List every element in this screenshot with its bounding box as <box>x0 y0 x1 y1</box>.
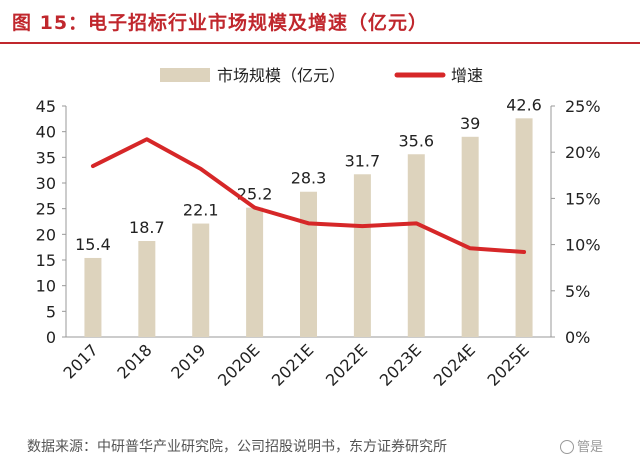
growth-rate-point <box>468 246 472 250</box>
growth-rate-point <box>522 250 526 254</box>
legend-bar-swatch <box>160 68 210 82</box>
data-source-note: 数据来源：中研普华产业研究院，公司招股说明书，东方证券研究所 <box>27 439 447 455</box>
growth-rate-point <box>253 206 257 210</box>
growth-rate-point <box>307 221 310 225</box>
bar-value-label: 18.7 <box>129 218 165 237</box>
y-left-tick-label: 45 <box>36 97 56 116</box>
bar-value-label: 22.1 <box>183 201 219 220</box>
growth-rate-point <box>199 167 203 171</box>
x-tick-label: 2024E <box>430 340 479 389</box>
x-tick-label: 2019 <box>167 340 209 382</box>
bar-value-label: 35.6 <box>398 131 434 150</box>
bar-2022E <box>353 174 371 337</box>
y-right-tick-label: 10% <box>565 236 601 255</box>
growth-rate-point <box>360 224 364 228</box>
y-right-tick-label: 5% <box>565 282 590 301</box>
y-left-tick-label: 30 <box>36 174 56 193</box>
bar-2020E <box>246 207 264 337</box>
watermark: 管是 <box>560 436 603 455</box>
bar-value-label: 15.4 <box>75 235 111 254</box>
x-tick-label: 2020E <box>214 340 263 389</box>
x-tick-label: 2022E <box>322 340 371 389</box>
legend-bar-label: 市场规模（亿元） <box>217 66 345 85</box>
legend-line-label: 增速 <box>451 66 483 85</box>
bar-2024E <box>461 136 479 337</box>
x-tick-label: 2018 <box>113 340 155 382</box>
bar-2023E <box>407 154 425 337</box>
y-left-tick-label: 5 <box>46 302 56 321</box>
bar-2019 <box>192 223 210 337</box>
watermark-icon <box>560 440 574 454</box>
bar-value-label: 39 <box>460 114 480 133</box>
bar-2017 <box>84 257 102 337</box>
y-left-tick-label: 20 <box>36 225 56 244</box>
growth-rate-point <box>91 164 95 168</box>
bar-value-label: 28.3 <box>291 169 327 188</box>
y-left-tick-label: 15 <box>36 251 56 270</box>
bar-value-label: 42.6 <box>506 95 542 114</box>
x-tick-label: 2021E <box>268 340 317 389</box>
growth-rate-point <box>414 221 418 225</box>
bar-value-label: 31.7 <box>345 151 381 170</box>
chart-title: 图 15：电子招标行业市场规模及增速（亿元） <box>12 12 429 34</box>
watermark-text: 管是 <box>577 440 604 455</box>
y-right-tick-label: 0% <box>565 328 590 347</box>
y-left-tick-label: 0 <box>46 328 56 347</box>
title-divider <box>0 42 640 44</box>
y-left-tick-label: 40 <box>36 123 56 142</box>
y-left-tick-label: 25 <box>36 200 56 219</box>
bar-2018 <box>138 241 156 337</box>
y-right-tick-label: 20% <box>565 143 601 162</box>
y-left-tick-label: 10 <box>36 277 56 296</box>
x-tick-label: 2023E <box>376 340 425 389</box>
x-tick-label: 2025E <box>484 340 533 389</box>
x-tick-label: 2017 <box>60 340 102 382</box>
y-right-tick-label: 15% <box>565 189 601 208</box>
y-left-tick-label: 35 <box>36 148 56 167</box>
bar-2021E <box>300 191 317 337</box>
y-right-tick-label: 25% <box>565 97 601 116</box>
bar-2025E <box>515 118 533 337</box>
growth-rate-point <box>145 137 149 141</box>
